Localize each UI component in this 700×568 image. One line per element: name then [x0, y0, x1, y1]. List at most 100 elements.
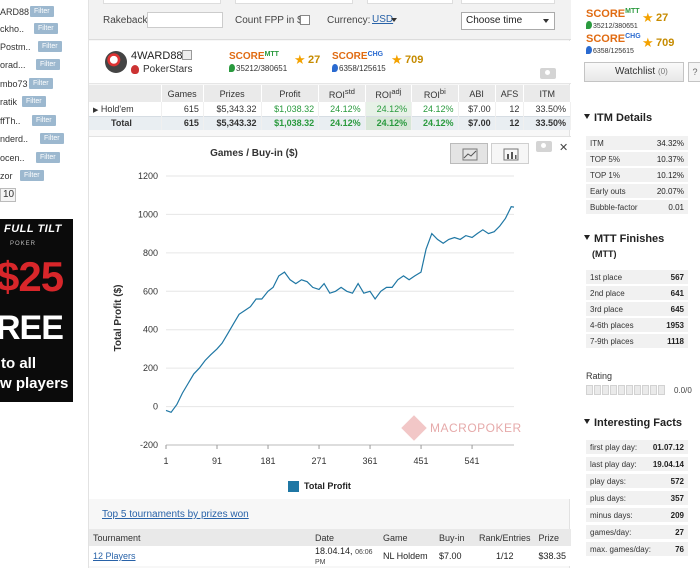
- player-list-item[interactable]: zor: [0, 171, 13, 181]
- cell-afs: 12: [495, 115, 525, 130]
- header-afs[interactable]: AFS: [495, 85, 525, 102]
- header-prizes[interactable]: Prizes: [203, 85, 262, 102]
- camera-icon[interactable]: [540, 68, 556, 79]
- list-item: last play day: 19.04.14: [586, 457, 688, 472]
- player-list-item[interactable]: mbo73: [0, 79, 28, 89]
- choose-time-select[interactable]: Choose time: [461, 12, 555, 30]
- close-icon[interactable]: ✕: [559, 142, 569, 154]
- tournament-link[interactable]: 12 Players: [89, 546, 311, 566]
- list-item-label: play days:: [590, 477, 627, 486]
- count-fpp-checkbox[interactable]: [300, 15, 310, 25]
- header-profit[interactable]: Profit: [261, 85, 320, 102]
- choose-time-label: Choose time: [466, 15, 523, 26]
- legend-swatch[interactable]: [288, 481, 299, 492]
- ad-banner[interactable]: FULL TILT POKER $25 REE to all w players: [0, 219, 73, 402]
- list-item: 3rd place 645: [586, 302, 688, 317]
- interesting-facts-title[interactable]: Interesting Facts: [584, 417, 682, 429]
- filter-button[interactable]: Filter: [20, 170, 44, 181]
- filter-button[interactable]: Filter: [36, 59, 60, 70]
- x-tick-label: 451: [414, 456, 429, 466]
- header-games[interactable]: Games: [161, 85, 204, 102]
- list-item: TOP 1% 10.12%: [586, 168, 688, 183]
- page-number-box[interactable]: 10: [0, 188, 16, 202]
- header-blank: [89, 85, 162, 102]
- top-input-strip: [103, 0, 221, 4]
- cell-abi: $7.00: [458, 115, 496, 130]
- header-abi[interactable]: ABI: [458, 85, 496, 102]
- list-item: minus days: 209: [586, 508, 688, 523]
- y-tick-label: 1200: [138, 171, 158, 181]
- list-item-value: 20.07%: [656, 187, 684, 196]
- header-roi-std[interactable]: ROIstd: [318, 85, 366, 102]
- chart-series: [165, 206, 515, 414]
- player-list-item[interactable]: ffTh..: [0, 116, 21, 126]
- pin-icon: [586, 21, 592, 29]
- list-item-label: 7-9th places: [590, 337, 634, 346]
- player-list-item[interactable]: ARD88: [0, 7, 30, 17]
- y-tick-label: 400: [143, 325, 158, 335]
- series-line-total-profit[interactable]: [165, 206, 515, 414]
- count-fpp-label: Count FPP in $: [235, 15, 303, 26]
- chevron-down-icon[interactable]: [391, 18, 397, 22]
- top-input-strip: [461, 0, 555, 4]
- player-list-item[interactable]: ocen..: [0, 153, 25, 163]
- banner-line-2: w players: [0, 375, 69, 392]
- banner-free: REE: [0, 309, 64, 347]
- y-tick-label: 200: [143, 363, 158, 373]
- header-game: Game: [379, 529, 435, 546]
- filter-button[interactable]: Filter: [40, 133, 64, 144]
- expand-arrow-icon[interactable]: ▶: [93, 106, 99, 114]
- list-item-value: 567: [670, 273, 684, 282]
- camera-icon[interactable]: [536, 141, 552, 152]
- top5-title[interactable]: Top 5 tournaments by prizes won: [102, 509, 249, 520]
- bar-chart-button[interactable]: [491, 143, 529, 164]
- row-label[interactable]: ▶ Hold'em: [89, 102, 162, 116]
- filter-button[interactable]: Filter: [34, 23, 58, 34]
- legend-label[interactable]: Total Profit: [304, 481, 351, 491]
- header-buyin: Buy-in: [435, 529, 475, 546]
- itm-details-title[interactable]: ITM Details: [584, 112, 652, 124]
- rakeback-input[interactable]: [147, 12, 223, 28]
- list-item: ITM 34.32%: [586, 136, 688, 151]
- player-list-item[interactable]: Postm..: [0, 42, 31, 52]
- filter-button[interactable]: Filter: [29, 78, 53, 89]
- filter-button[interactable]: Filter: [30, 6, 54, 17]
- star-icon: ★: [642, 35, 654, 50]
- list-item-label: plus days:: [590, 494, 627, 503]
- cell-prizes: $5,343.32: [203, 102, 262, 116]
- header-roi-bi[interactable]: ROIbi: [411, 85, 459, 102]
- player-list-item[interactable]: ckho..: [0, 24, 25, 34]
- list-item: first play day: 01.07.12: [586, 440, 688, 455]
- bar-chart-icon: [503, 148, 519, 161]
- pin-icon: [229, 64, 235, 72]
- filter-button[interactable]: Filter: [36, 152, 60, 163]
- list-item: 2nd place 641: [586, 286, 688, 301]
- currency-select[interactable]: USD: [372, 14, 394, 25]
- tournament-prize: $38.35: [534, 546, 571, 566]
- stats-row-holdem[interactable]: ▶ Hold'em 615 $5,343.32 $1,038.32 24.12%…: [89, 102, 571, 116]
- header-roi-adj[interactable]: ROIadj: [365, 85, 413, 102]
- tournament-date: 18.04.14, 06:06 PM: [311, 546, 379, 566]
- line-chart-button[interactable]: [450, 143, 488, 164]
- table-row[interactable]: 12 Players 18.04.14, 06:06 PM NL Holdem …: [89, 546, 571, 566]
- mtt-score-value: 27: [308, 54, 321, 66]
- header-itm[interactable]: ITM: [523, 85, 571, 102]
- filter-button[interactable]: Filter: [38, 41, 62, 52]
- list-item-label: 1st place: [590, 273, 623, 282]
- rating-value: 0.0/0: [674, 386, 692, 395]
- pin-icon: [586, 46, 592, 54]
- top-input-strip: [235, 0, 353, 4]
- player-list-item[interactable]: orad...: [0, 60, 26, 70]
- filter-button[interactable]: Filter: [32, 115, 56, 126]
- copy-icon[interactable]: [182, 50, 192, 60]
- list-item-value: 209: [670, 511, 684, 520]
- cell-profit: $1,038.32: [261, 102, 320, 116]
- chg-score-label: SCORECHG: [332, 51, 384, 62]
- player-list-item[interactable]: nderd..: [0, 134, 29, 144]
- help-button[interactable]: ?: [688, 62, 700, 82]
- watchlist-button[interactable]: Watchlist (0): [584, 62, 684, 82]
- mtt-finishes-title[interactable]: MTT Finishes: [584, 233, 664, 245]
- player-list-item[interactable]: ratik: [0, 97, 18, 107]
- filter-button[interactable]: Filter: [22, 96, 46, 107]
- cell-itm: 33.50%: [523, 102, 571, 116]
